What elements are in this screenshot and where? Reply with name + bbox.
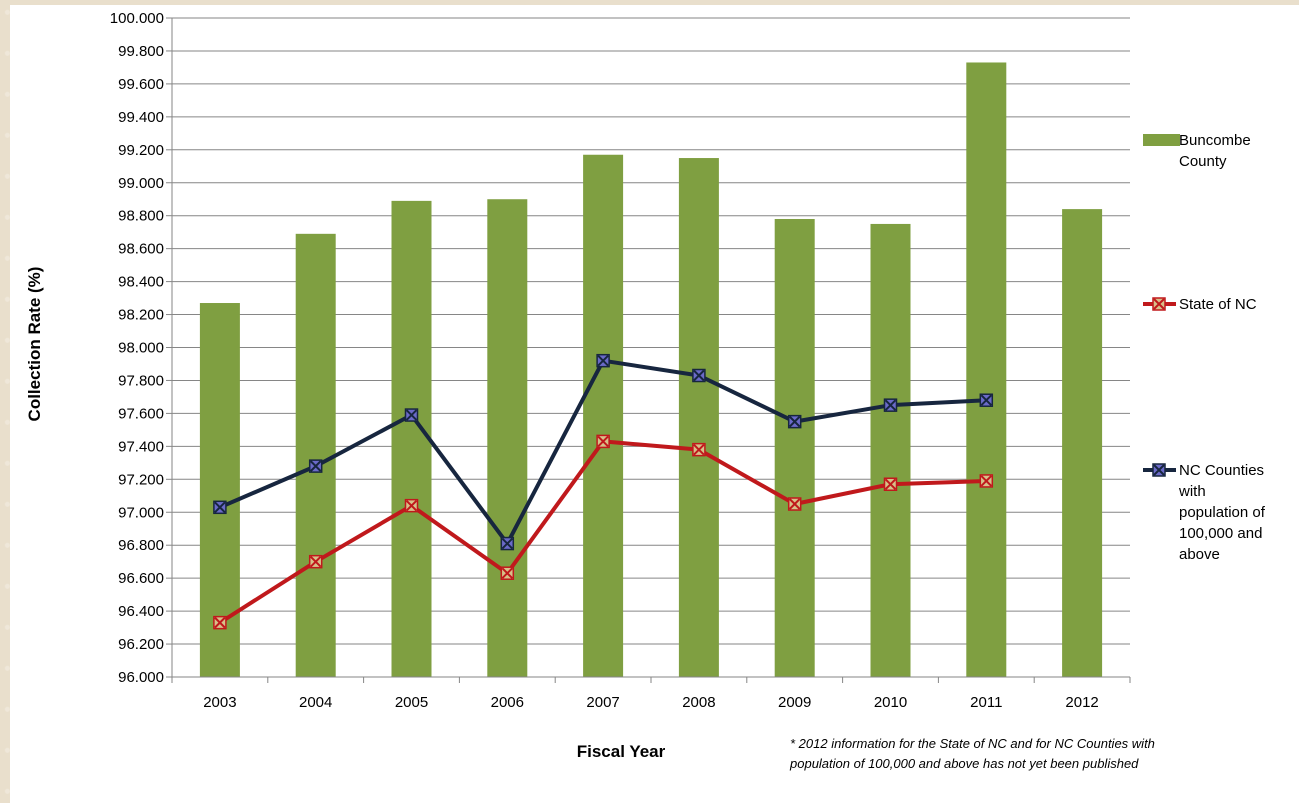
y-tick-label: 99.800 (118, 43, 164, 60)
legend-label: 100,000 and (1179, 525, 1262, 542)
data-point-marker (693, 444, 705, 456)
x-tick-label: 2008 (682, 694, 715, 711)
y-tick-label: 97.600 (118, 405, 164, 422)
bar-2011 (966, 62, 1006, 677)
y-tick-label: 98.400 (118, 274, 164, 291)
legend-swatch (1143, 134, 1180, 146)
legend-item: State of NC (1143, 296, 1257, 313)
y-tick-label: 97.000 (118, 504, 164, 521)
y-tick-label: 99.400 (118, 109, 164, 126)
legend-label: with (1178, 483, 1206, 500)
legend-marker (1153, 298, 1165, 310)
y-tick-label: 96.600 (118, 570, 164, 587)
data-point-marker (597, 435, 609, 447)
legend-label: NC Counties (1179, 462, 1264, 479)
x-tick-label: 2009 (778, 694, 811, 711)
legend-label: State of NC (1179, 296, 1257, 313)
y-tick-label: 96.200 (118, 636, 164, 653)
x-tick-label: 2007 (586, 694, 619, 711)
x-tick-label: 2010 (874, 694, 907, 711)
data-point-marker (406, 409, 418, 421)
y-tick-label: 99.000 (118, 175, 164, 192)
y-tick-label: 97.200 (118, 471, 164, 488)
data-point-marker (980, 394, 992, 406)
data-point-marker (885, 478, 897, 490)
data-point-marker (310, 556, 322, 568)
legend-label: population of (1179, 504, 1266, 521)
data-point-marker (789, 498, 801, 510)
y-tick-label: 98.000 (118, 340, 164, 357)
x-tick-label: 2006 (491, 694, 524, 711)
footnote-line: * 2012 information for the State of NC a… (790, 736, 1155, 751)
data-point-marker (885, 399, 897, 411)
x-tick-label: 2004 (299, 694, 332, 711)
y-tick-labels: 96.000 96.200 96.400 96.600 96.800 97.000 97.2… (110, 10, 164, 686)
bar-2009 (775, 219, 815, 677)
legend-label: Buncombe (1179, 132, 1251, 149)
data-point-marker (501, 538, 513, 550)
y-tick-label: 96.000 (118, 669, 164, 686)
x-axis-title: Fiscal Year (577, 742, 666, 761)
x-tick-label: 2012 (1065, 694, 1098, 711)
legend-label: County (1179, 153, 1227, 170)
legend-label: above (1179, 546, 1220, 563)
data-point-marker (310, 460, 322, 472)
bar-2005 (392, 201, 432, 677)
bar-2008 (679, 158, 719, 677)
data-point-marker (501, 567, 513, 579)
data-point-marker (214, 617, 226, 629)
y-tick-label: 99.200 (118, 142, 164, 159)
x-tick-label: 2005 (395, 694, 428, 711)
data-point-marker (980, 475, 992, 487)
y-tick-label: 98.600 (118, 241, 164, 258)
footnote-line: population of 100,000 and above has not … (789, 756, 1139, 771)
data-point-marker (789, 416, 801, 428)
data-point-marker (597, 355, 609, 367)
y-tick-label: 96.400 (118, 603, 164, 620)
bar-2012 (1062, 209, 1102, 677)
bar-2004 (296, 234, 336, 677)
x-tick-label: 2003 (203, 694, 236, 711)
y-axis-title: Collection Rate (%) (25, 267, 44, 422)
legend-marker (1153, 464, 1165, 476)
data-point-marker (214, 501, 226, 513)
y-tick-label: 97.400 (118, 438, 164, 455)
y-tick-label: 98.200 (118, 307, 164, 324)
y-tick-label: 98.800 (118, 208, 164, 225)
data-point-marker (693, 370, 705, 382)
y-tick-label: 99.600 (118, 76, 164, 93)
y-tick-label: 97.800 (118, 372, 164, 389)
bar-2007 (583, 155, 623, 677)
data-point-marker (406, 500, 418, 512)
x-tick-label: 2011 (970, 694, 1002, 711)
y-tick-label: 96.800 (118, 537, 164, 554)
bar-2010 (871, 224, 911, 677)
y-tick-label: 100.000 (110, 10, 164, 27)
bar-2006 (487, 199, 527, 677)
